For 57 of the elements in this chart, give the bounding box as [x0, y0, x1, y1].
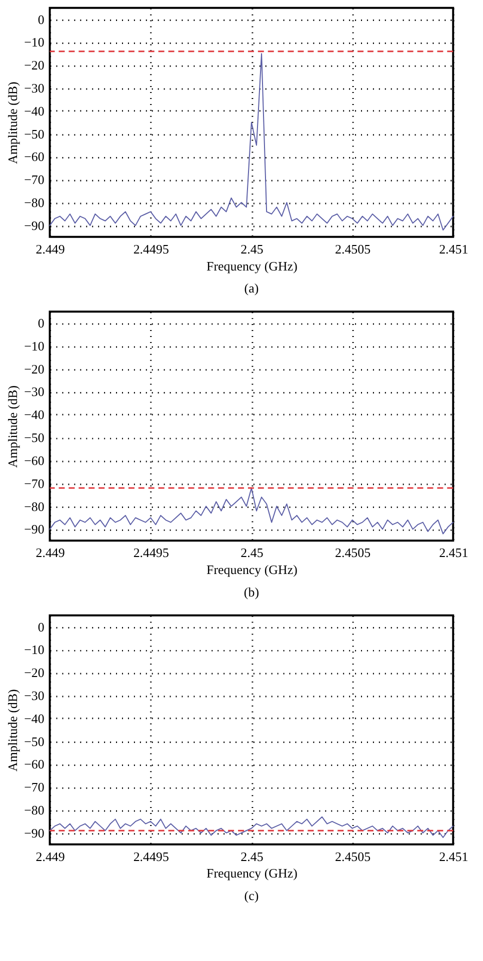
y-tick-label: −40 [24, 103, 44, 118]
x-tick-label: 2.449 [36, 848, 65, 864]
text: (c) [244, 888, 259, 904]
x-axis-title: Frequency (GHz) [206, 562, 298, 578]
y-tick-label: −50 [24, 734, 44, 749]
x-tick-label: 2.4505 [335, 848, 371, 864]
x-tick-label: 2.451 [439, 241, 468, 256]
y-tick-label: −40 [24, 407, 44, 422]
y-tick-label: −20 [24, 665, 44, 680]
y-tick-label: −50 [24, 430, 44, 446]
y-tick-label: −70 [24, 476, 44, 491]
y-tick-label: −40 [24, 710, 44, 726]
y-tick-label: −60 [24, 149, 44, 164]
y-tick-label: −10 [24, 642, 44, 658]
x-tick-label: 2.4495 [133, 848, 169, 864]
x-tick-label: 2.449 [36, 545, 65, 560]
y-tick-label: −90 [24, 825, 44, 840]
x-tick-label: 2.4495 [133, 545, 169, 560]
y-tick-label: −60 [24, 452, 44, 468]
y-tick-label: −20 [24, 58, 44, 73]
x-tick-label: 2.45 [240, 241, 264, 256]
y-axis-title: Amplitude (dB) [5, 689, 20, 772]
y-tick-label: −80 [24, 802, 44, 818]
y-tick-label: −90 [24, 522, 44, 537]
y-tick-label: −10 [24, 34, 44, 50]
y-axis-title: Amplitude (dB) [5, 385, 20, 468]
y-tick-label: −70 [24, 172, 44, 188]
y-tick-label: 0 [38, 316, 44, 331]
y-tick-label: 0 [38, 12, 44, 27]
line-series [49, 816, 454, 838]
text: (b) [244, 584, 260, 600]
x-tick-label: 2.449 [36, 241, 65, 256]
y-tick-label: −90 [24, 218, 44, 233]
line-series [49, 487, 454, 534]
x-axis-title: Frequency (GHz) [206, 866, 298, 881]
y-axis-title: Amplitude (dB) [5, 82, 20, 164]
y-tick-label: −80 [24, 195, 44, 210]
y-tick-label: −60 [24, 756, 44, 772]
y-tick-label: −80 [24, 498, 44, 514]
y-tick-label: 0 [38, 619, 44, 634]
x-tick-label: 2.4495 [133, 241, 169, 256]
y-tick-label: −70 [24, 780, 44, 795]
x-tick-label: 2.451 [439, 545, 468, 560]
y-tick-label: −20 [24, 361, 44, 376]
y-tick-label: −30 [24, 688, 44, 703]
y-tick-label: −30 [24, 80, 44, 96]
y-tick-label: −50 [24, 126, 44, 142]
line-series [49, 53, 454, 231]
x-tick-label: 2.451 [439, 848, 468, 864]
x-tick-label: 2.45 [240, 545, 264, 560]
y-tick-label: −30 [24, 384, 44, 400]
y-tick-label: −10 [24, 338, 44, 354]
x-axis-title: Frequency (GHz) [206, 258, 298, 274]
text: (a) [244, 280, 259, 296]
x-tick-label: 2.4505 [335, 545, 371, 560]
x-tick-label: 2.4505 [335, 241, 371, 256]
x-tick-label: 2.45 [240, 848, 264, 864]
